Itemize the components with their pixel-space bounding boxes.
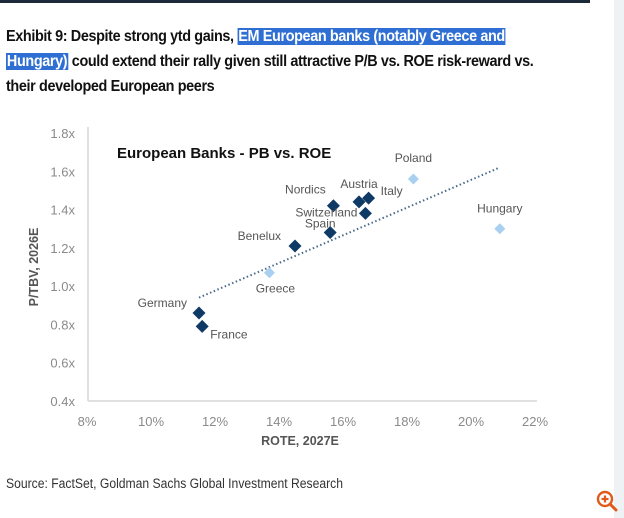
y-tick-label: 0.4x xyxy=(50,394,75,409)
point-label-france: France xyxy=(210,327,248,341)
heading-highlight-1: EM European banks (notably Greece and xyxy=(237,28,506,45)
y-tick-label: 1.0x xyxy=(50,279,75,294)
top-border xyxy=(0,0,590,3)
point-label-greece: Greece xyxy=(256,282,296,296)
point-spain xyxy=(323,226,337,240)
point-france xyxy=(195,319,209,333)
heading-text-1: Exhibit 9: Despite strong ytd gains, xyxy=(6,28,238,45)
point-label-hungary: Hungary xyxy=(477,202,522,216)
x-tick-label: 16% xyxy=(330,414,356,429)
y-axis-title: P/TBV, 2026E xyxy=(27,228,41,307)
scatter-chart: 0.4x 0.6x 0.8x 1.0x 1.2x 1.4x 1.6x 1.8x 8% 10% 12%… xyxy=(27,126,548,448)
x-tick-label: 22% xyxy=(522,414,548,429)
point-italy xyxy=(362,191,376,205)
x-tick-label: 14% xyxy=(266,414,292,429)
point-label-italy: Italy xyxy=(381,184,403,198)
y-tick-label: 1.6x xyxy=(50,164,75,179)
source-note: Source: FactSet, Goldman Sachs Global In… xyxy=(6,476,343,491)
y-tick-label: 0.6x xyxy=(50,356,75,371)
y-tick-label: 1.2x xyxy=(50,241,75,256)
point-poland xyxy=(407,173,419,185)
point-label-poland: Poland xyxy=(395,151,432,165)
point-austria xyxy=(352,195,366,209)
zoom-in-icon[interactable] xyxy=(596,490,618,512)
x-tick-label: 8% xyxy=(78,414,97,429)
heading-text-2: could extend their rally given still att… xyxy=(6,53,534,95)
point-label-benelux: Benelux xyxy=(238,229,281,243)
point-hungary xyxy=(494,223,506,235)
point-switzerland xyxy=(358,206,372,220)
point-label-spain: Spain xyxy=(305,217,336,231)
x-tick-label: 18% xyxy=(394,414,420,429)
y-tick-label: 0.8x xyxy=(50,317,75,332)
chart-title: European Banks - PB vs. ROE xyxy=(117,145,331,162)
point-nordics xyxy=(326,199,340,213)
y-tick-label: 1.4x xyxy=(50,203,75,218)
scrollbar[interactable] xyxy=(614,0,624,518)
point-label-nordics: Nordics xyxy=(285,183,326,197)
exhibit-heading: Exhibit 9: Despite strong ytd gains, EM … xyxy=(6,24,550,99)
x-tick-label: 10% xyxy=(138,414,164,429)
point-benelux xyxy=(288,239,302,253)
point-label-switzerland: Switzerland xyxy=(295,205,357,219)
point-germany xyxy=(192,306,206,320)
heading-highlight-2: Hungary) xyxy=(6,53,69,70)
x-axis-title: ROTE, 2027E xyxy=(261,434,339,448)
point-label-austria: Austria xyxy=(340,177,378,191)
x-tick-label: 12% xyxy=(202,414,228,429)
y-tick-label: 1.8x xyxy=(50,126,75,141)
point-label-germany: Germany xyxy=(138,296,187,310)
x-tick-label: 20% xyxy=(458,414,484,429)
trend-line xyxy=(198,166,501,299)
point-greece xyxy=(263,267,275,279)
